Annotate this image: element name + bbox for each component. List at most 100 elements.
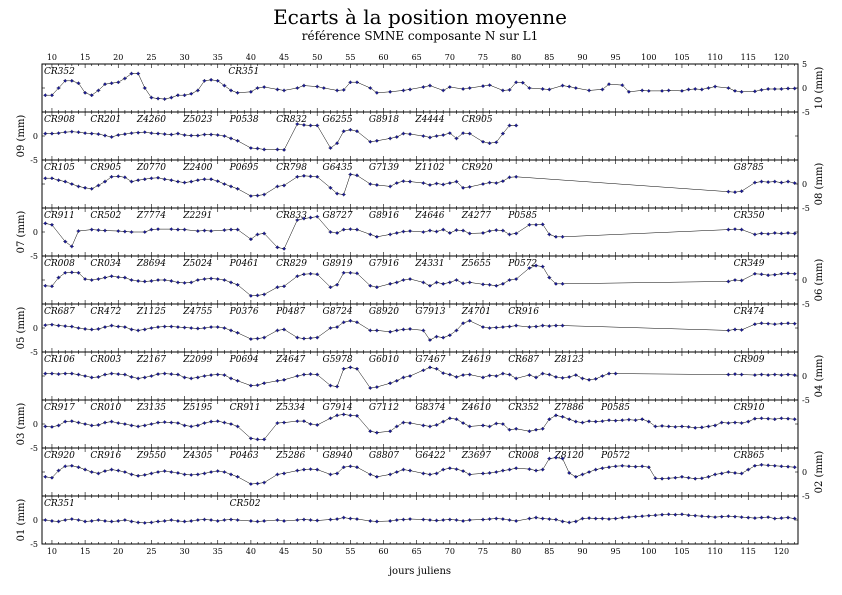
data-point	[170, 227, 173, 231]
data-point	[196, 134, 200, 137]
data-point	[441, 420, 445, 423]
data-point	[793, 322, 796, 325]
data-point	[130, 180, 133, 183]
data-point	[209, 420, 213, 423]
data-point	[634, 418, 637, 422]
data-point	[514, 519, 518, 523]
data-point	[209, 470, 213, 474]
data-point	[236, 379, 239, 383]
station-label: CR833	[276, 211, 307, 221]
data-point	[110, 468, 113, 471]
data-point	[249, 294, 253, 298]
data-point	[223, 84, 226, 87]
data-point	[388, 137, 392, 140]
data-point	[262, 381, 266, 385]
data-point	[44, 176, 47, 180]
data-point	[143, 280, 147, 283]
data-point	[733, 372, 737, 376]
data-point	[110, 420, 113, 423]
data-point	[156, 278, 160, 282]
y-tick-label: 0	[33, 516, 38, 525]
data-point	[402, 376, 405, 379]
data-point	[103, 229, 107, 232]
data-point	[249, 90, 253, 94]
data-point	[541, 517, 544, 520]
data-point	[534, 376, 538, 379]
data-point	[455, 228, 458, 232]
data-point	[554, 324, 558, 327]
data-point	[355, 465, 359, 469]
data-point	[760, 88, 763, 92]
data-point	[209, 177, 213, 181]
data-point	[203, 326, 206, 330]
station-label: G7914	[323, 403, 353, 413]
station-label: Z5024	[182, 259, 212, 269]
data-point	[296, 469, 299, 472]
data-point	[567, 85, 571, 88]
data-point	[435, 134, 438, 138]
data-point	[753, 322, 757, 326]
data-point	[156, 132, 160, 135]
data-point	[203, 229, 206, 232]
data-point	[189, 92, 193, 96]
y-tick-label: 0	[33, 420, 38, 429]
data-point	[282, 328, 286, 331]
chart-title: Ecarts à la position moyenne	[273, 5, 567, 29]
data-point	[63, 372, 67, 375]
data-point	[448, 466, 452, 470]
data-point	[209, 229, 213, 233]
data-point	[130, 278, 133, 282]
station-label: P0538	[229, 115, 259, 125]
data-point	[561, 415, 564, 419]
data-point	[441, 89, 445, 92]
data-point	[548, 417, 551, 421]
data-point	[77, 130, 80, 134]
data-point	[97, 228, 100, 232]
panel-frame	[41, 63, 799, 113]
data-point	[57, 324, 60, 327]
data-point	[216, 277, 220, 281]
data-point	[587, 378, 591, 382]
station-label: CR010	[90, 403, 121, 413]
data-point	[97, 518, 100, 522]
data-point	[786, 180, 790, 183]
data-point	[183, 424, 186, 427]
data-point	[203, 472, 206, 475]
data-point	[468, 86, 472, 90]
data-point	[408, 88, 412, 91]
data-point	[740, 279, 743, 282]
data-point	[309, 272, 312, 276]
data-point	[176, 93, 180, 97]
data-point	[534, 428, 538, 432]
data-point	[508, 124, 511, 127]
data-point	[116, 229, 120, 233]
data-point	[196, 424, 200, 427]
y-axis-label: 01 (mm)	[16, 499, 27, 542]
panel-07: -5 0 07 (mm) CR911 CR502 Z7774 Z2291 CR833 G8727…	[16, 207, 799, 261]
data-point	[302, 373, 306, 376]
data-point	[753, 90, 757, 93]
y-tick-label: 0	[33, 324, 38, 333]
data-point	[561, 457, 564, 460]
data-point	[97, 132, 100, 136]
data-point	[97, 184, 100, 187]
data-point	[594, 420, 598, 423]
data-point	[83, 422, 87, 426]
data-point	[296, 336, 299, 339]
data-point	[508, 278, 511, 282]
data-point	[773, 231, 777, 235]
data-point	[554, 282, 558, 286]
data-point	[116, 133, 120, 137]
data-point	[209, 133, 213, 136]
data-point	[528, 467, 531, 471]
data-point	[368, 473, 372, 476]
data-point	[176, 228, 180, 231]
data-point	[461, 321, 465, 325]
data-point	[508, 428, 511, 432]
data-point	[90, 278, 94, 282]
data-point	[349, 319, 352, 323]
station-label: Z5655	[461, 259, 491, 269]
data-point	[408, 132, 412, 136]
station-label: Z4305	[182, 451, 212, 461]
data-point	[229, 329, 233, 332]
